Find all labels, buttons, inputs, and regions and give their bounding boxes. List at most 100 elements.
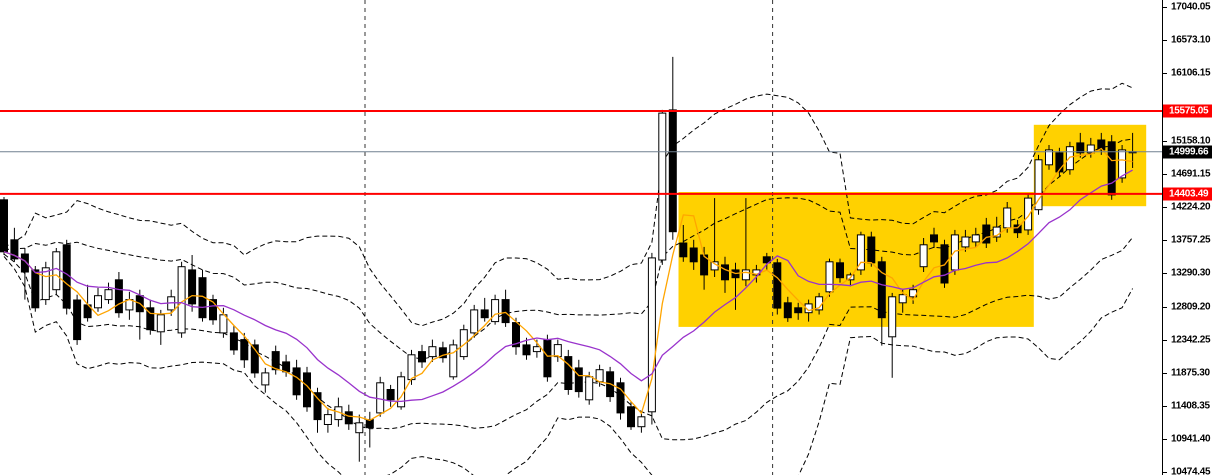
candle-up (1034, 154, 1043, 215)
candle-up (741, 198, 750, 287)
axis-tick-mark (1163, 73, 1167, 75)
candle-up (397, 371, 406, 410)
candle-down (418, 344, 426, 368)
candle-down (0, 197, 8, 255)
candle-up (449, 339, 458, 380)
candle-down (31, 266, 40, 312)
candle-down (543, 334, 552, 382)
candle-up (1065, 141, 1074, 175)
candle-up (553, 339, 562, 362)
candle-down (229, 325, 238, 355)
candle-up (647, 252, 656, 425)
candle-down (783, 296, 792, 322)
candle-up (376, 376, 385, 417)
axis-tick-mark (1163, 173, 1167, 175)
candle-down (877, 256, 886, 346)
candle-down (522, 337, 531, 360)
axis-tick-mark (1163, 206, 1167, 208)
candle-down (867, 231, 876, 267)
axis-tick-mark (1163, 306, 1167, 308)
current-price-label: 14999.66 (1163, 145, 1212, 159)
axis-tick-mark (1163, 239, 1167, 241)
candle-down (501, 289, 510, 327)
axis-tick-label: 14224.20 (1171, 201, 1211, 213)
candle-up (585, 371, 594, 405)
candle-down (20, 248, 29, 300)
candle-down (1055, 147, 1064, 177)
candle-up (491, 294, 500, 325)
candle-up (355, 414, 364, 462)
candle-down (146, 299, 155, 335)
candle-down (616, 377, 625, 420)
axis-tick-mark (1163, 339, 1167, 341)
candle-down (762, 252, 771, 270)
axis-tick-label: 10941.40 (1171, 433, 1211, 445)
axis-tick-mark (1163, 439, 1167, 440)
price-level-label[interactable]: 14403.49 (1163, 187, 1212, 201)
axis-tick-label: 12809.20 (1171, 301, 1211, 313)
axis-tick-mark (1163, 40, 1167, 42)
axis-tick-mark (1163, 405, 1167, 407)
price-level-label[interactable]: 15575.05 (1163, 104, 1212, 118)
highlight-zone[interactable] (678, 192, 1034, 327)
band-lower-outer (3, 256, 1134, 475)
candle-up (94, 287, 102, 312)
candle-up (856, 231, 865, 275)
candle-down (73, 294, 82, 345)
candle-down (836, 258, 844, 283)
axis-tick-label: 12342.25 (1171, 334, 1211, 346)
candle-down (209, 294, 217, 325)
candle-up (323, 407, 332, 433)
candle-down (679, 225, 688, 262)
candle-up (971, 227, 980, 247)
axis-tick-mark (1163, 140, 1167, 142)
candle-up (961, 229, 970, 252)
candle-up (888, 292, 897, 378)
band-upper-outer (3, 82, 1133, 327)
candle-down (773, 258, 782, 315)
candle-down (794, 302, 803, 320)
axis-tick-label: 16573.10 (1171, 34, 1211, 46)
candle-down (240, 332, 249, 368)
candle-down (512, 317, 520, 355)
candle-down (292, 359, 301, 400)
chart-canvas[interactable] (0, 0, 1162, 475)
axis-tick-mark (1163, 372, 1167, 374)
candle-up (1045, 145, 1053, 170)
candle-down (627, 401, 635, 430)
band-lower-inner (3, 237, 1133, 441)
axis-tick-label: 17040.05 (1171, 1, 1211, 13)
candle-up (950, 229, 959, 275)
axis-tick-label: 11875.30 (1171, 367, 1210, 379)
candle-up (52, 248, 61, 295)
candle-up (992, 216, 1001, 242)
candles (0, 56, 1137, 462)
candle-up (125, 291, 134, 320)
candle-down (564, 349, 573, 395)
candle-down (114, 272, 123, 318)
candle-down (1013, 220, 1022, 238)
candle-up (41, 261, 50, 305)
candle-up (156, 309, 165, 345)
axis-tick-mark (1163, 7, 1167, 9)
candle-down (62, 239, 71, 315)
candle-up (658, 109, 667, 265)
candle-down (1076, 132, 1085, 158)
candle-up (459, 324, 468, 360)
ma-fast-line (3, 147, 1133, 422)
axis-tick-label: 13757.25 (1171, 234, 1211, 246)
candle-down (721, 256, 729, 293)
candle-down (930, 227, 938, 248)
axis-tick-label: 11408.35 (1171, 400, 1210, 412)
candle-down (982, 217, 991, 248)
axis-tick-label: 16106.15 (1171, 67, 1211, 79)
candle-down (135, 289, 144, 340)
candle-down (250, 339, 259, 378)
candle-up (637, 411, 646, 433)
price-axis: 17040.05 16573.10 16106.15 15158.10 14691.15… (1162, 0, 1212, 475)
axis-tick-mark (1163, 272, 1167, 274)
candle-down (344, 404, 353, 430)
candle-down (438, 341, 447, 363)
candle-up (104, 282, 113, 304)
